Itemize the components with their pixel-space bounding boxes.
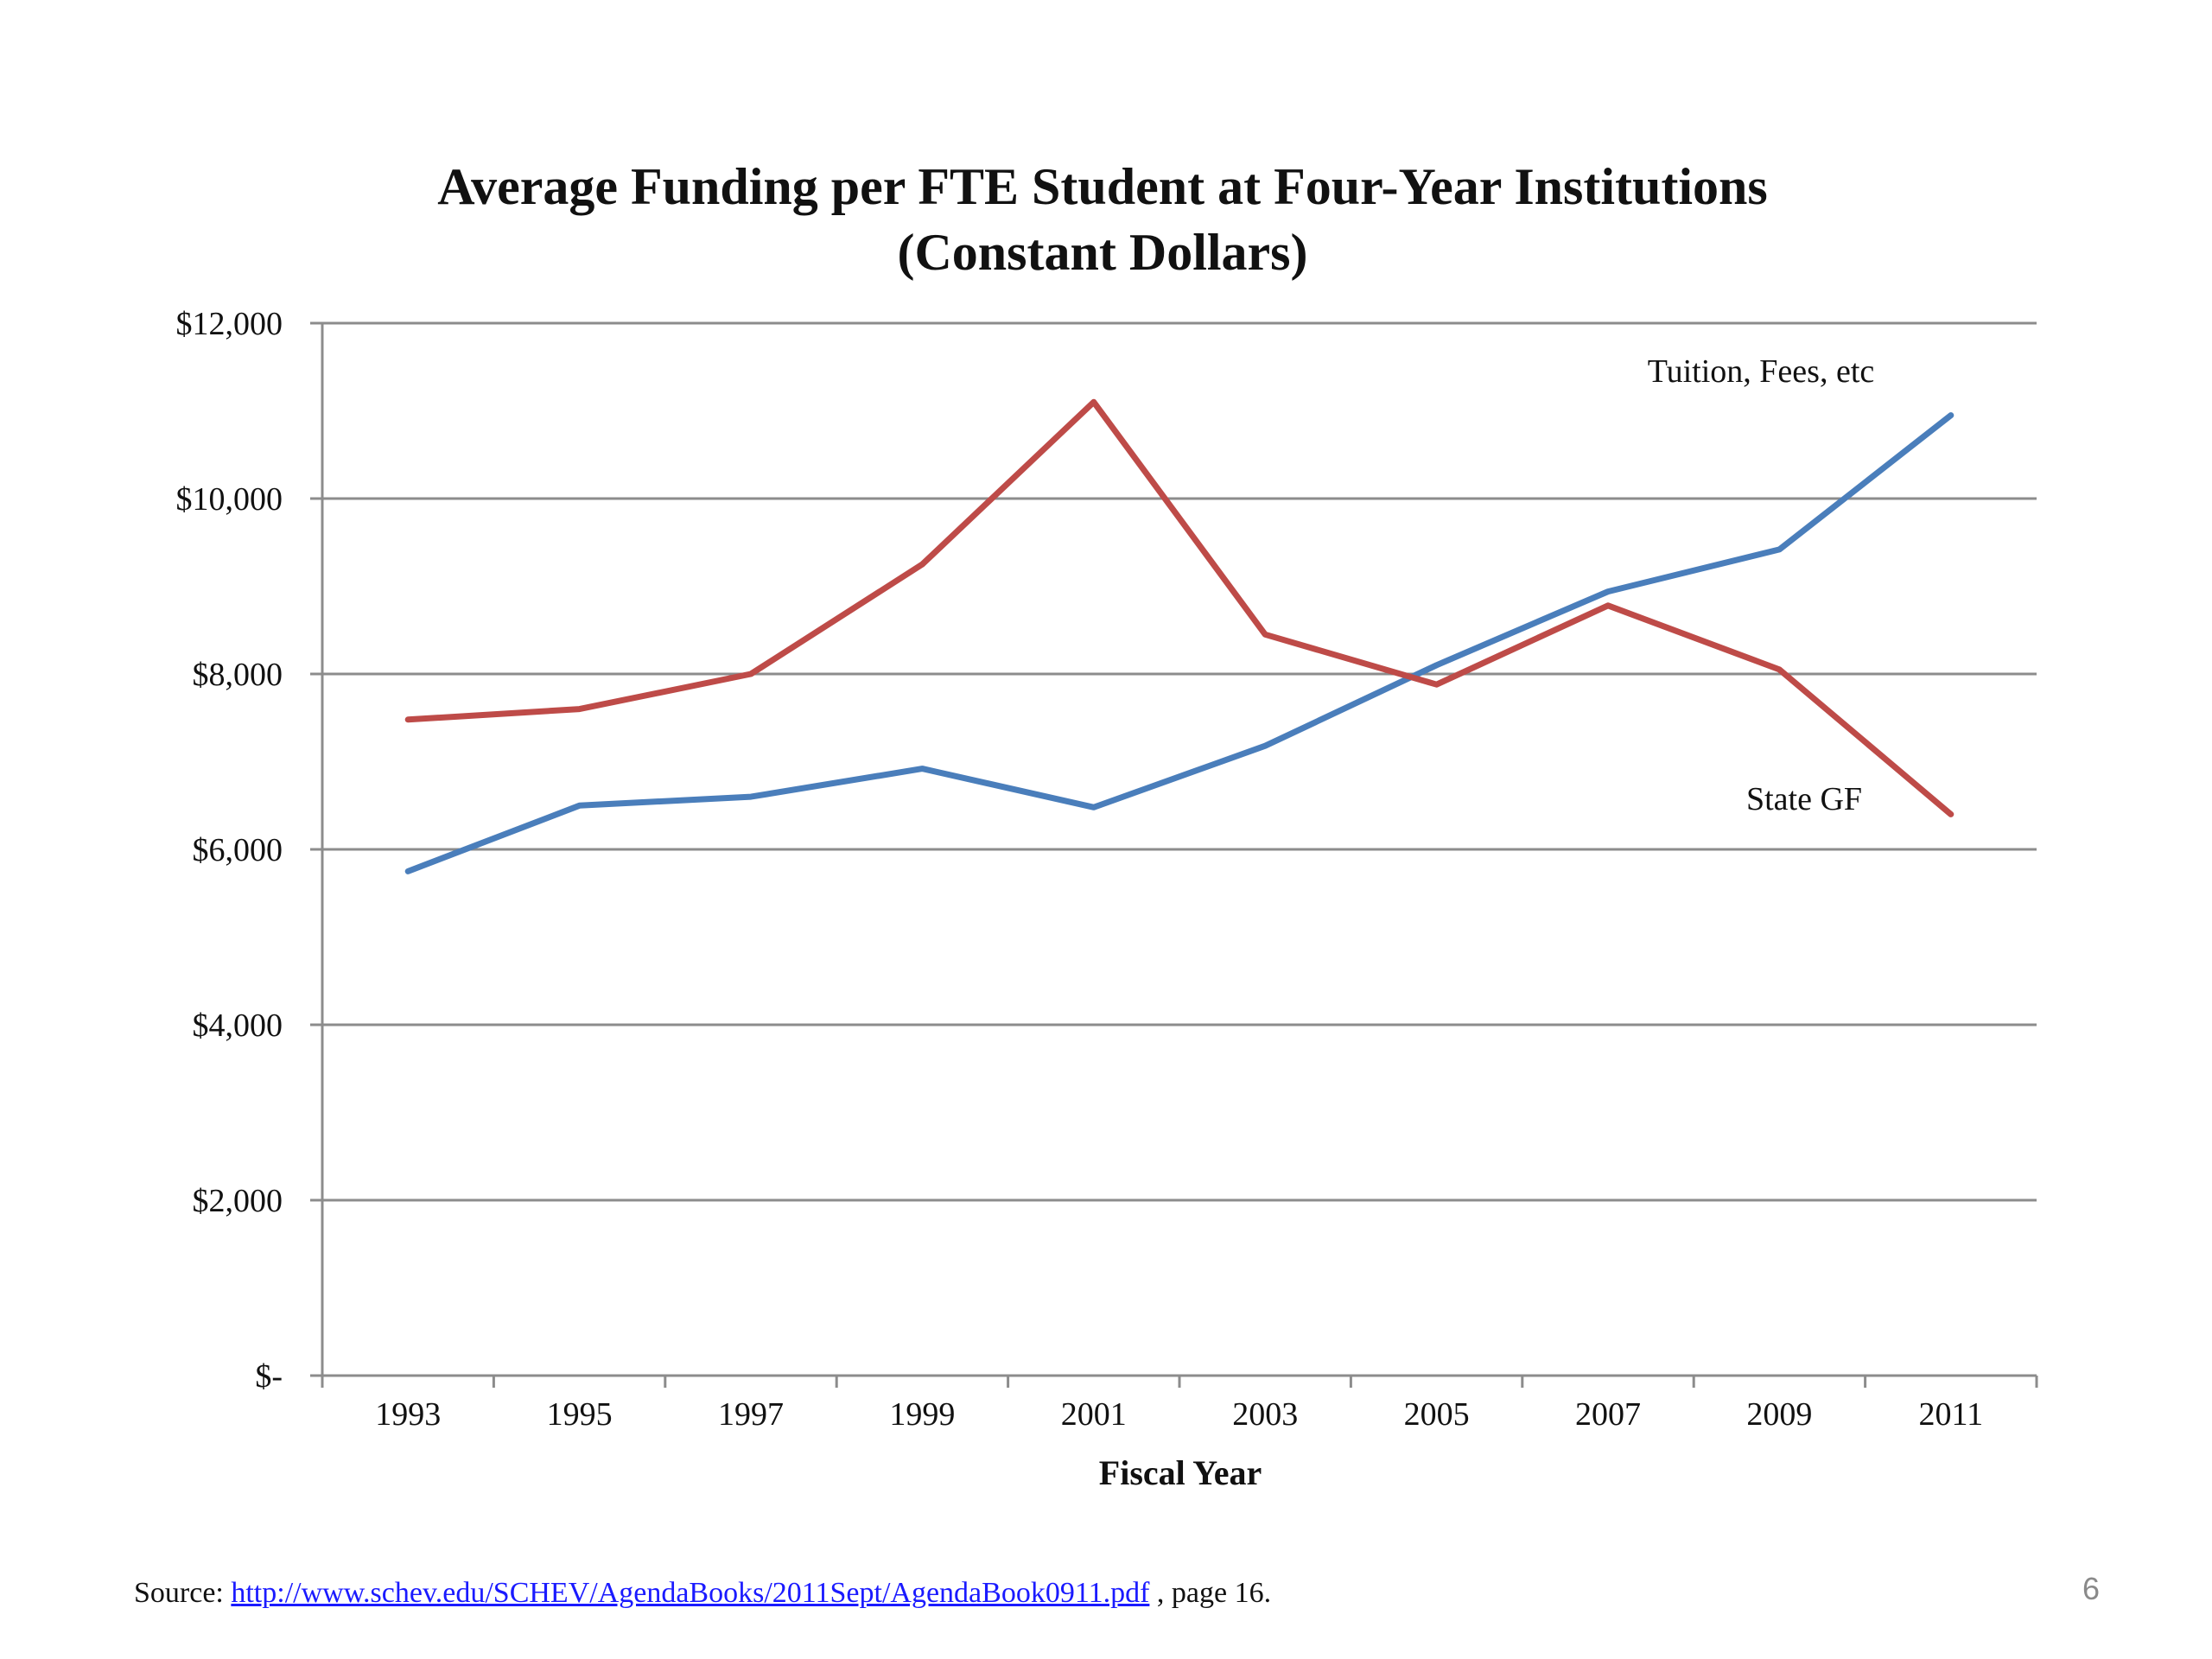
x-tick-label: 1997 — [718, 1396, 784, 1433]
source-link[interactable]: http://www.schev.edu/SCHEV/AgendaBooks/2… — [231, 1577, 1150, 1609]
gridlines — [322, 321, 2037, 1202]
x-tick-label: 2005 — [1404, 1396, 1470, 1433]
x-tick-label: 1993 — [375, 1396, 441, 1433]
source-prefix: Source: — [134, 1577, 232, 1609]
x-tick-label: 2011 — [1919, 1396, 1984, 1433]
source-suffix: , page 16. — [1149, 1577, 1272, 1609]
x-tick-label: 2003 — [1232, 1396, 1298, 1433]
state-gf-line — [404, 398, 1955, 817]
y-tick-label: $6,000 — [193, 832, 283, 868]
x-axis-title: Fiscal Year — [1099, 1453, 1262, 1492]
y-tick-labels: $- $2,000 $4,000 $6,000 $8,000 $10,000 $12,000 — [176, 306, 283, 1395]
chart-title-line1: Average Funding per FTE Student at Four-… — [437, 158, 1768, 215]
chart-subtitle: (Constant Dollars) — [897, 224, 1308, 281]
y-tick-label: $2,000 — [193, 1183, 283, 1219]
y-tick-label: $8,000 — [193, 657, 283, 693]
x-tick-label: 2009 — [1746, 1396, 1812, 1433]
tuition-fees-label: Tuition, Fees, etc — [1648, 353, 1875, 390]
page-number: 6 — [2082, 1571, 2100, 1606]
y-tick-label: $4,000 — [193, 1007, 283, 1044]
series-lines — [404, 398, 1955, 874]
x-tick-label: 2001 — [1061, 1396, 1127, 1433]
state-gf-label: State GF — [1746, 781, 1862, 817]
x-tick-label: 1995 — [547, 1396, 613, 1433]
x-tick-label: 1999 — [889, 1396, 955, 1433]
y-tick-label: $10,000 — [176, 481, 283, 518]
x-tick-label: 2007 — [1575, 1396, 1641, 1433]
series-labels: Tuition, Fees, etc State GF — [1648, 353, 1875, 817]
axes — [310, 321, 2038, 1388]
y-tick-label: $12,000 — [176, 306, 283, 342]
x-tick-labels: 1993 1995 1997 1999 2001 2003 2005 2007 2009 2011 — [375, 1396, 1983, 1433]
tuition-fees-line — [404, 412, 1955, 874]
source-citation: Source: http://www.schev.edu/SCHEV/Agend… — [134, 1577, 1271, 1610]
chart-title: Average Funding per FTE Student at Four-… — [0, 154, 2205, 285]
y-tick-label: $- — [255, 1358, 283, 1395]
